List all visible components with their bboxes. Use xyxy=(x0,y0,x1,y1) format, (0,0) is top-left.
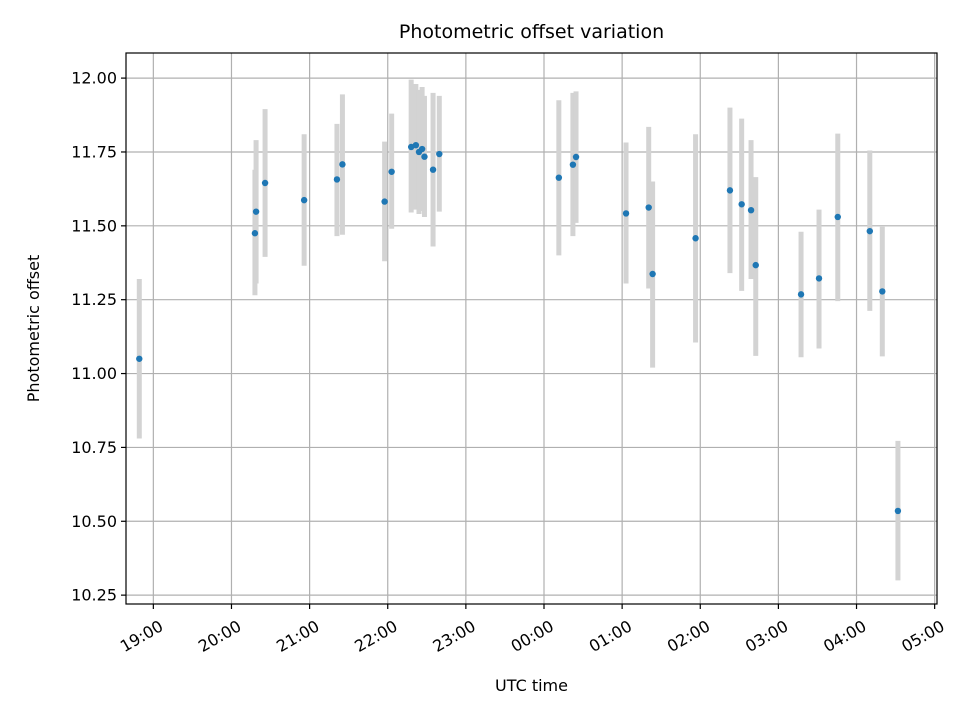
data-point xyxy=(834,213,841,221)
data-point xyxy=(797,291,805,298)
data-point xyxy=(815,275,823,282)
data-point xyxy=(692,235,699,242)
data-point xyxy=(894,507,902,515)
data-point xyxy=(136,355,143,362)
x-axis: 19:00 20:00 21:00 22:00 23:00 00:00 01:00 02:00… xyxy=(117,604,948,656)
data-point xyxy=(645,204,652,211)
y-tick-label: 11.50 xyxy=(71,216,117,235)
y-tick-label: 10.50 xyxy=(71,512,117,531)
y-tick-label: 11.25 xyxy=(71,290,117,309)
data-point xyxy=(569,161,577,168)
error-bars xyxy=(136,79,901,581)
data-point xyxy=(436,150,443,158)
data-point xyxy=(412,141,420,149)
data-point xyxy=(381,198,388,205)
data-point xyxy=(752,261,759,269)
data-points xyxy=(136,141,902,515)
data-point xyxy=(726,187,734,194)
x-grid xyxy=(152,53,936,604)
x-axis-label: UTC time xyxy=(495,676,568,695)
data-point xyxy=(418,145,426,153)
plot-frame xyxy=(125,52,938,605)
data-point xyxy=(251,230,259,237)
x-tick-label: 23:00 xyxy=(429,616,478,656)
data-point xyxy=(261,179,269,187)
data-point xyxy=(252,208,260,215)
data-point xyxy=(300,196,308,204)
y-tick-label: 12.00 xyxy=(71,69,117,88)
x-tick-label: 05:00 xyxy=(898,616,947,656)
x-tick-label: 02:00 xyxy=(664,616,713,656)
data-point xyxy=(555,174,563,181)
data-point xyxy=(622,210,630,217)
x-tick-label: 01:00 xyxy=(586,616,635,656)
y-tick-label: 10.75 xyxy=(71,438,117,457)
x-tick-label: 03:00 xyxy=(742,616,791,656)
data-point xyxy=(747,206,755,214)
x-tick-label: 19:00 xyxy=(117,616,166,656)
data-point xyxy=(879,288,886,295)
y-tick-label: 11.00 xyxy=(71,364,117,383)
y-tick-label: 11.75 xyxy=(71,142,117,161)
y-grid xyxy=(126,77,937,596)
chart-title: Photometric offset variation xyxy=(399,21,664,43)
x-tick-label: 04:00 xyxy=(820,616,869,656)
data-point xyxy=(572,153,580,161)
y-axis: 10.25 10.50 10.75 11.00 11.25 11.50 11.75 12.00 xyxy=(71,69,126,605)
data-point xyxy=(333,176,341,183)
y-tick-label: 10.25 xyxy=(71,586,117,605)
data-point xyxy=(339,161,346,168)
data-point xyxy=(649,270,656,278)
x-tick-label: 22:00 xyxy=(351,616,400,656)
data-point xyxy=(429,166,437,173)
x-tick-label: 20:00 xyxy=(195,616,244,656)
data-point xyxy=(388,168,395,175)
data-point xyxy=(866,227,874,235)
y-axis-label: Photometric offset xyxy=(24,255,43,403)
x-tick-label: 21:00 xyxy=(273,616,322,656)
data-point xyxy=(421,153,428,160)
data-point xyxy=(738,201,745,208)
x-tick-label: 00:00 xyxy=(508,616,557,656)
